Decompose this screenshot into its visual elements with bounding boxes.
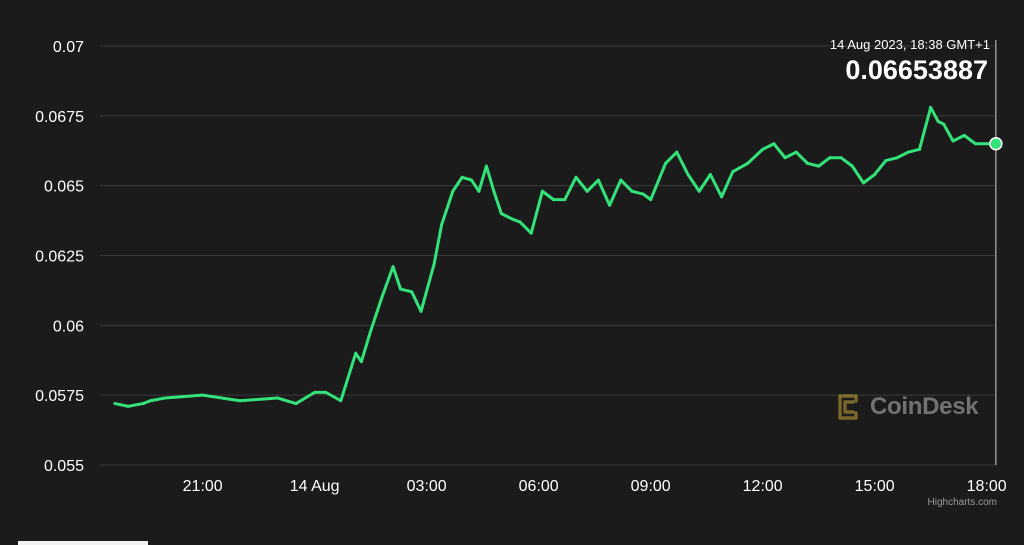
y-tick-label: 0.0575: [35, 388, 84, 405]
series-segment: [951, 133, 966, 143]
series-segment: [113, 402, 130, 408]
series-segment: [731, 161, 750, 174]
series-segment: [619, 178, 634, 193]
x-tick-label: 14 Aug: [290, 478, 340, 495]
series-segment: [585, 178, 600, 193]
bottom-edge-bar: [18, 541, 148, 545]
series-segment: [163, 393, 205, 400]
series-segment: [460, 175, 473, 182]
series-segment: [148, 396, 167, 403]
series-segment: [484, 164, 496, 193]
series-segment: [540, 189, 556, 202]
series-segment: [664, 150, 679, 165]
watermark-text: CoinDesk: [870, 393, 979, 420]
series-segment: [529, 189, 544, 235]
series-segment: [794, 150, 809, 165]
series-segment: [499, 212, 515, 221]
series-segment: [275, 396, 298, 406]
coindesk-logo-icon: [838, 394, 858, 420]
series-segment: [761, 142, 776, 151]
y-axis-labels: 0.055 0.0575 0.06 0.0625 0.065 0.0675 0.07: [35, 39, 84, 475]
series-segment: [563, 175, 578, 202]
series-segment: [410, 290, 423, 313]
series-segment: [906, 147, 921, 154]
series-segment: [917, 105, 933, 151]
series-segment: [596, 178, 612, 207]
y-tick-label: 0.065: [44, 179, 84, 196]
series-segment: [391, 265, 403, 291]
x-tick-label: 18:00: [967, 478, 1007, 495]
series-segment: [359, 329, 373, 364]
y-tick-label: 0.0625: [35, 249, 84, 266]
series-segment: [380, 265, 395, 299]
x-tick-label: 21:00: [183, 478, 223, 495]
y-tick-label: 0.0675: [35, 109, 84, 126]
series-segment: [518, 220, 533, 235]
series-segment: [720, 170, 735, 199]
series-segment: [942, 122, 955, 143]
x-tick-label: 12:00: [743, 478, 783, 495]
series-segment: [873, 159, 888, 176]
series-segment: [884, 156, 899, 163]
series-segment: [783, 150, 798, 160]
x-tick-label: 03:00: [407, 478, 447, 495]
tooltip-value: 0.06653887: [845, 55, 988, 85]
tooltip-time: 14 Aug 2023, 18:38 GMT+1: [829, 37, 990, 52]
series-segment: [817, 156, 832, 168]
x-tick-label: 06:00: [519, 478, 559, 495]
series-segment: [641, 192, 653, 202]
series-segment: [419, 262, 436, 313]
price-series: [113, 105, 1000, 408]
series-segment: [432, 223, 444, 266]
series-segment: [850, 164, 865, 185]
series-segment: [201, 393, 242, 403]
series-segment: [477, 164, 488, 193]
series-segment: [746, 147, 765, 165]
highcharts-credits[interactable]: Highcharts.com: [927, 497, 997, 508]
series-segment: [839, 156, 854, 168]
series-segment: [649, 161, 668, 202]
series-segment: [630, 189, 645, 196]
series-segment: [675, 150, 690, 176]
x-axis-labels: 21:00 14 Aug 03:00 06:00 09:00 12:00 15:00 18:0…: [183, 478, 1007, 495]
x-tick-label: 15:00: [855, 478, 895, 495]
series-segment: [492, 189, 503, 216]
series-segment: [895, 150, 910, 160]
series-segment: [861, 172, 877, 185]
series-segment: [805, 161, 821, 168]
series-segment: [772, 142, 787, 160]
x-tick-label: 09:00: [631, 478, 671, 495]
y-tick-label: 0.06: [53, 318, 84, 335]
series-segment: [294, 390, 317, 406]
series-segment: [440, 189, 455, 227]
series-segment: [399, 287, 414, 294]
coindesk-watermark: CoinDesk: [836, 392, 979, 422]
series-segment: [451, 175, 464, 193]
series-segment: [708, 172, 724, 199]
series-segment: [608, 178, 623, 207]
series-segment: [697, 172, 712, 193]
series-segment: [929, 105, 940, 123]
series-segment: [962, 133, 977, 146]
series-segment: [469, 178, 481, 193]
series-segment: [686, 172, 701, 193]
series-segment: [126, 402, 145, 408]
series-segment: [238, 396, 279, 403]
series-segment: [339, 351, 358, 403]
y-grid: [100, 45, 996, 466]
hover-point-marker[interactable]: [989, 137, 1003, 151]
y-tick-label: 0.07: [53, 39, 84, 56]
series-segment: [574, 175, 589, 193]
y-tick-label: 0.055: [44, 458, 84, 475]
series-segment: [324, 390, 343, 403]
series-segment: [369, 295, 384, 333]
